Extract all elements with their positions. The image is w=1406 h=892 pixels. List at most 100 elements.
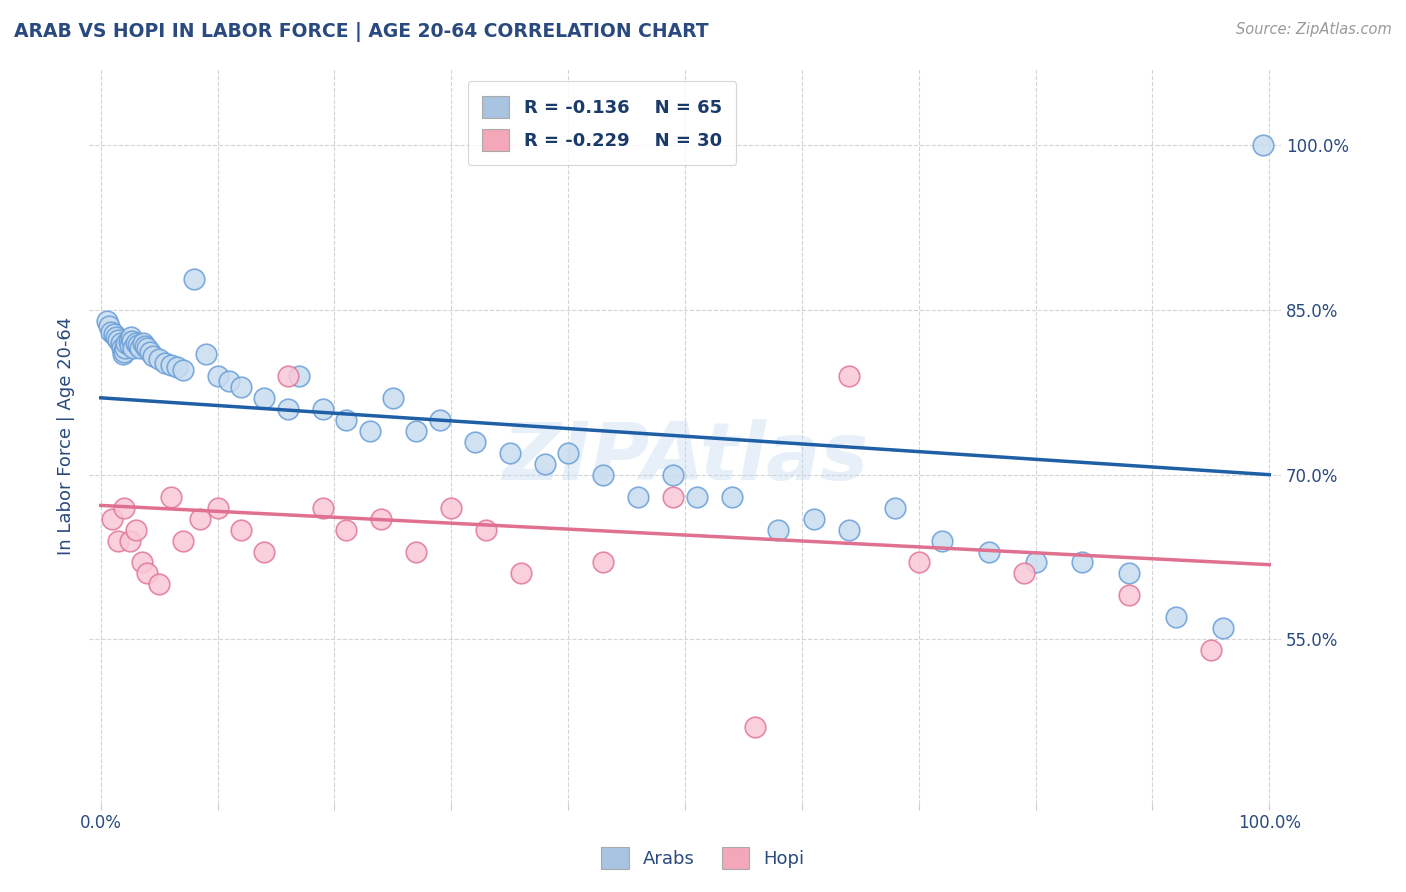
Point (744, 720, 766, 734)
Point (148, 352, 170, 367)
Point (662, 490, 685, 504)
Point (557, 446, 579, 460)
Point (884, 500, 907, 515)
Legend: Arabs, Hopi: Arabs, Hopi (592, 838, 814, 879)
Point (118, 533, 141, 548)
Point (118, 338, 141, 352)
Point (253, 391, 276, 405)
Point (662, 467, 685, 482)
Point (1164, 610, 1187, 624)
Point (475, 523, 498, 537)
Point (129, 342, 152, 356)
Point (720, 490, 742, 504)
Point (1212, 621, 1234, 635)
Point (153, 356, 176, 370)
Point (592, 467, 614, 482)
Text: ARAB VS HOPI IN LABOR FORCE | AGE 20-64 CORRELATION CHART: ARAB VS HOPI IN LABOR FORCE | AGE 20-64 … (14, 22, 709, 42)
Point (172, 363, 194, 377)
Point (405, 544, 427, 558)
Point (107, 533, 129, 548)
Point (122, 342, 145, 356)
Point (312, 401, 335, 416)
Point (107, 333, 129, 347)
Point (111, 342, 134, 356)
Point (1025, 556, 1047, 570)
Point (120, 330, 142, 344)
Point (115, 335, 138, 350)
Point (1199, 643, 1222, 657)
Point (1118, 566, 1140, 581)
Point (131, 556, 153, 570)
Point (104, 330, 127, 344)
Point (277, 401, 299, 416)
Point (172, 533, 194, 548)
Point (132, 335, 155, 350)
Point (440, 500, 463, 515)
Point (627, 490, 650, 504)
Point (229, 380, 252, 394)
Point (464, 434, 486, 449)
Point (229, 523, 252, 537)
Point (103, 327, 125, 342)
Point (335, 523, 357, 537)
Point (686, 490, 709, 504)
Point (277, 368, 299, 383)
Point (1253, 138, 1275, 153)
Point (100, 325, 122, 339)
Point (1071, 556, 1094, 570)
Point (207, 368, 229, 383)
Point (194, 347, 217, 361)
Text: Source: ZipAtlas.com: Source: ZipAtlas.com (1236, 22, 1392, 37)
Point (166, 360, 188, 375)
Point (207, 500, 229, 515)
Point (405, 424, 427, 438)
Point (533, 457, 555, 471)
Text: ZIPAtlas: ZIPAtlas (502, 419, 868, 498)
Point (188, 511, 211, 525)
Point (288, 368, 311, 383)
Point (218, 375, 240, 389)
Point (592, 556, 614, 570)
Point (110, 335, 132, 350)
Point (134, 339, 156, 353)
Point (931, 533, 953, 548)
Point (359, 424, 381, 438)
Point (803, 511, 825, 525)
Point (838, 523, 860, 537)
Point (142, 349, 165, 363)
Y-axis label: In Labor Force | Age 20-64: In Labor Force | Age 20-64 (58, 318, 75, 556)
Point (101, 511, 124, 525)
Point (148, 577, 170, 591)
Point (121, 334, 143, 348)
Point (907, 556, 929, 570)
Point (125, 523, 148, 537)
Point (768, 523, 790, 537)
Legend: R = -0.136    N = 65, R = -0.229    N = 30: R = -0.136 N = 65, R = -0.229 N = 30 (468, 81, 737, 165)
Point (118, 334, 141, 348)
Point (136, 342, 159, 356)
Point (1118, 589, 1140, 603)
Point (139, 344, 162, 359)
Point (510, 566, 533, 581)
Point (136, 566, 159, 581)
Point (381, 391, 404, 405)
Point (312, 500, 335, 515)
Point (253, 544, 276, 558)
Point (183, 272, 205, 286)
Point (977, 544, 1000, 558)
Point (160, 358, 183, 372)
Point (112, 500, 135, 515)
Point (838, 368, 860, 383)
Point (429, 413, 451, 427)
Point (111, 347, 134, 361)
Point (335, 413, 357, 427)
Point (96, 314, 118, 328)
Point (125, 335, 148, 350)
Point (127, 338, 149, 352)
Point (160, 490, 183, 504)
Point (370, 511, 392, 525)
Point (97, 319, 120, 334)
Point (1012, 566, 1035, 581)
Point (112, 344, 135, 359)
Point (114, 342, 136, 356)
